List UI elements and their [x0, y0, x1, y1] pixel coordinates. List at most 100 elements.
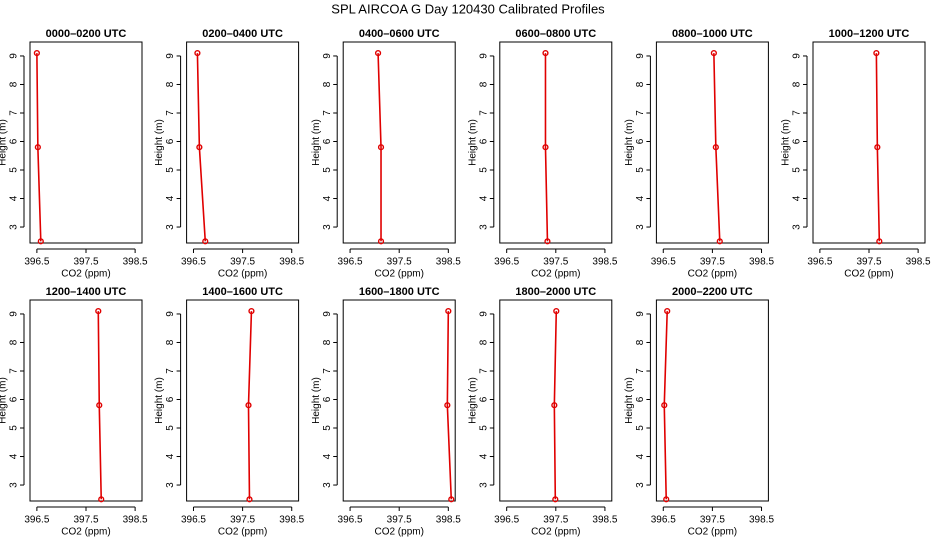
- plot-box: [29, 299, 143, 502]
- y-axis-label: Height (m): [624, 119, 635, 166]
- y-tick-label: 3: [165, 482, 176, 488]
- y-tick-label: 6: [165, 138, 176, 144]
- y-tick-label: 8: [165, 81, 176, 87]
- y-tick-label: 3: [478, 482, 489, 488]
- panel-title: 0200–0400 UTC: [202, 28, 283, 40]
- x-tick-label: 398.5: [123, 257, 148, 268]
- panel-title: 1400–1600 UTC: [202, 286, 283, 298]
- plot-box: [499, 41, 613, 244]
- profile-point: [710, 50, 717, 57]
- x-tick-label: 398.5: [436, 515, 461, 526]
- profile-point: [245, 402, 252, 409]
- y-tick-label: 6: [478, 396, 489, 402]
- x-tick-label: 398.5: [279, 515, 304, 526]
- y-tick-label: 9: [9, 53, 20, 59]
- y-tick-label: 6: [792, 138, 803, 144]
- x-tick-label: 397.5: [700, 257, 725, 268]
- y-tick-label: 6: [165, 396, 176, 402]
- profile-point: [374, 50, 382, 57]
- profile-point: [716, 238, 723, 245]
- y-tick-label: 6: [9, 138, 20, 144]
- y-tick-label: 7: [322, 368, 333, 374]
- profile-point: [553, 308, 560, 315]
- panel-title: 0400–0600 UTC: [359, 28, 440, 40]
- profile-point: [377, 144, 385, 151]
- y-axis-label: Height (m): [311, 377, 322, 424]
- profile-point: [445, 308, 452, 315]
- x-axis-label: CO2 (ppm): [61, 527, 110, 538]
- profile-point: [95, 308, 102, 315]
- y-tick-label: 4: [792, 195, 803, 201]
- profile-line: [97, 311, 103, 500]
- profile-point: [202, 238, 209, 245]
- profile-point: [33, 50, 40, 57]
- y-tick-label: 5: [9, 425, 20, 431]
- y-axis-label: Height (m): [624, 377, 635, 424]
- y-tick-label: 3: [322, 224, 333, 230]
- profile-point: [444, 402, 451, 409]
- x-tick-label: 396.5: [181, 257, 206, 268]
- x-tick-label: 396.5: [338, 515, 363, 526]
- y-tick-label: 8: [478, 81, 489, 87]
- panel-title: 0800–1000 UTC: [672, 28, 753, 40]
- plot-box: [655, 41, 769, 244]
- y-tick-label: 9: [9, 311, 20, 317]
- y-axis-label: Height (m): [311, 119, 322, 166]
- profile-point: [196, 144, 203, 151]
- y-tick-label: 9: [635, 53, 646, 59]
- y-axis-label: Height (m): [154, 119, 165, 166]
- y-tick-label: 9: [322, 53, 333, 59]
- panel-title: 1800–2000 UTC: [515, 286, 596, 298]
- y-tick-label: 5: [635, 167, 646, 173]
- profile-point: [246, 496, 253, 503]
- profile-point: [98, 496, 105, 503]
- x-tick-label: 396.5: [338, 257, 363, 268]
- y-tick-label: 7: [322, 110, 333, 116]
- y-tick-label: 6: [9, 396, 20, 402]
- y-tick-label: 9: [478, 53, 489, 59]
- y-axis-label: Height (m): [154, 377, 165, 424]
- x-axis-label: CO2 (ppm): [531, 269, 580, 280]
- x-axis-label: CO2 (ppm): [688, 527, 737, 538]
- x-axis-label: CO2 (ppm): [218, 527, 267, 538]
- profile-line: [377, 53, 382, 242]
- y-tick-label: 7: [478, 110, 489, 116]
- panel-title: 0000–0200 UTC: [46, 28, 127, 40]
- y-tick-label: 4: [165, 453, 176, 459]
- panel-title: 0600–0800 UTC: [515, 28, 596, 40]
- plot-box: [186, 299, 300, 502]
- profile-line: [36, 53, 42, 242]
- y-tick-label: 7: [635, 368, 646, 374]
- y-tick-label: 3: [478, 224, 489, 230]
- y-axis-label: Height (m): [0, 119, 9, 166]
- y-tick-label: 3: [322, 482, 333, 488]
- profile-line: [663, 311, 669, 500]
- x-tick-label: 397.5: [543, 515, 568, 526]
- x-tick-label: 397.5: [387, 257, 412, 268]
- y-tick-label: 4: [478, 453, 489, 459]
- profile-point: [34, 144, 41, 151]
- profile-point: [551, 402, 558, 409]
- y-tick-label: 4: [635, 453, 646, 459]
- y-tick-label: 8: [792, 81, 803, 87]
- x-tick-label: 397.5: [230, 515, 255, 526]
- x-tick-label: 397.5: [700, 515, 725, 526]
- x-axis-label: CO2 (ppm): [844, 269, 893, 280]
- y-tick-label: 6: [322, 396, 333, 402]
- figure-title: SPL AIRCOA G Day 120430 Calibrated Profi…: [331, 1, 605, 16]
- x-axis-label: CO2 (ppm): [374, 269, 423, 280]
- y-tick-label: 5: [165, 425, 176, 431]
- y-tick-label: 3: [792, 224, 803, 230]
- x-axis-label: CO2 (ppm): [218, 269, 267, 280]
- profile-line: [196, 53, 207, 242]
- plot-box: [186, 41, 300, 244]
- y-tick-label: 8: [322, 339, 333, 345]
- y-tick-label: 5: [322, 167, 333, 173]
- profile-line: [247, 311, 253, 500]
- profile-point: [194, 50, 201, 57]
- y-tick-label: 8: [635, 81, 646, 87]
- plot-box: [342, 299, 456, 502]
- y-tick-label: 9: [635, 311, 646, 317]
- x-tick-label: 396.5: [494, 515, 519, 526]
